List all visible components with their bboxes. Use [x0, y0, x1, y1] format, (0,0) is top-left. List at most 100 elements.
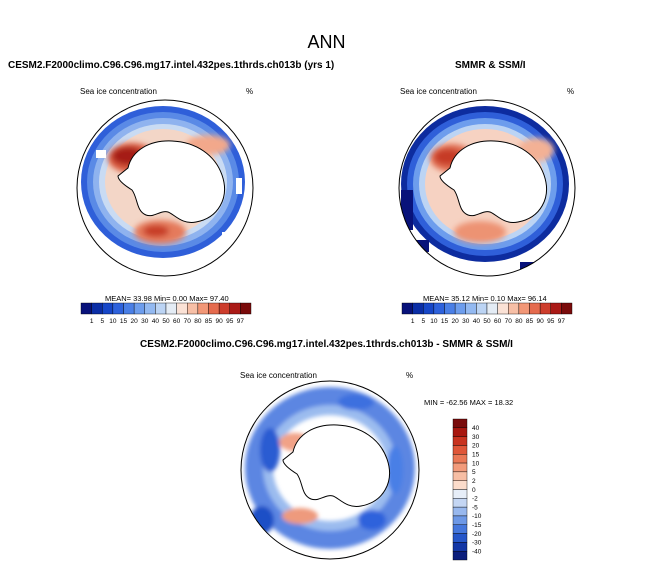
obs-colorbar-tick-label: 95	[547, 318, 555, 325]
difference-colorbar-tick-label: 5	[472, 469, 476, 476]
difference-colorbar-swatch	[452, 445, 468, 455]
obs-colorbar-tick-label: 70	[505, 318, 513, 325]
diff-stats: MIN = -62.56 MAX = 18.32	[424, 398, 514, 407]
model-colorbar-tick-label: 85	[205, 318, 213, 325]
model-colorbar-tick-label: 20	[131, 318, 139, 325]
difference-colorbar-tick-label: 15	[472, 452, 480, 459]
obs-map-boundary	[398, 99, 576, 277]
difference-panel-title: CESM2.F2000climo.C96.C96.mg17.intel.432p…	[140, 339, 513, 350]
obs-colorbar-tick-label: 10	[430, 318, 438, 325]
obs-colorbar-swatch	[529, 302, 541, 315]
obs-colorbar-swatch	[444, 302, 456, 315]
obs-colorbar-swatch	[401, 302, 413, 315]
difference-colorbar-tick-label: 40	[472, 425, 480, 432]
model-colorbar-swatch	[187, 302, 199, 315]
diff-variable-label: Sea ice concentration	[240, 371, 317, 380]
difference-colorbar-tick-label: -20	[472, 531, 482, 538]
obs-colorbar-tick-label: 60	[494, 318, 502, 325]
difference-colorbar-swatch	[452, 454, 468, 464]
difference-colorbar-swatch	[452, 462, 468, 473]
model-colorbar-swatch	[229, 302, 241, 315]
difference-colorbar-tick-label: -2	[472, 496, 478, 503]
model-colorbar-tick-label: 50	[162, 318, 170, 325]
model-units-label: %	[246, 87, 254, 96]
difference-colorbar-tick-label: 10	[472, 460, 480, 467]
figure-title: ANN	[307, 32, 346, 52]
obs-colorbar-tick-label: 40	[473, 318, 481, 325]
obs-colorbar-swatch	[561, 302, 573, 315]
obs-colorbar-swatch	[550, 302, 562, 315]
difference-colorbar-tick-label: -15	[472, 522, 482, 529]
obs-colorbar-swatch	[412, 302, 424, 315]
model-colorbar-swatch	[165, 302, 177, 315]
difference-colorbar-tick-label: -40	[472, 548, 482, 555]
model-colorbar-swatch	[197, 302, 209, 315]
model-colorbar-swatch	[112, 302, 124, 315]
obs-colorbar-swatch	[486, 302, 498, 315]
obs-colorbar-swatch	[423, 302, 435, 315]
model-colorbar-tick-label: 1	[90, 318, 94, 325]
difference-colorbar-swatch	[452, 515, 468, 525]
difference-colorbar-tick-label: 0	[472, 487, 476, 494]
obs-colorbar-swatch	[433, 302, 445, 315]
obs-colorbar-tick-label: 30	[462, 318, 470, 325]
model-colorbar: 1 5 10 15 20 30 40 50 60 70 80 85 90 95 97	[80, 302, 252, 325]
model-colorbar-tick-label: 70	[184, 318, 192, 325]
diff-units-label: %	[406, 371, 414, 380]
model-antarctica-landmass	[117, 140, 225, 224]
model-colorbar-tick-label: 90	[216, 318, 224, 325]
model-colorbar-tick-label: 10	[109, 318, 117, 325]
model-colorbar-tick-label: 60	[173, 318, 181, 325]
difference-colorbar-swatch	[452, 550, 468, 561]
difference-colorbar-tick-label: -5	[472, 504, 478, 511]
obs-colorbar-tick-label: 97	[558, 318, 566, 325]
difference-colorbar-swatch	[452, 542, 468, 552]
model-colorbar-tick-label: 30	[141, 318, 149, 325]
model-colorbar-swatch	[133, 302, 145, 315]
model-colorbar-swatch	[144, 302, 156, 315]
obs-units-label: %	[567, 87, 575, 96]
model-colorbar-tick-label: 95	[226, 318, 234, 325]
model-polar-map	[76, 99, 254, 277]
model-colorbar-swatch	[240, 302, 252, 315]
difference-colorbar-swatch	[452, 418, 468, 429]
difference-colorbar-swatch	[452, 480, 468, 490]
difference-colorbar-swatch	[452, 427, 468, 437]
obs-panel-title: SMMR & SSM/I	[455, 60, 526, 71]
model-panel-title: CESM2.F2000climo.C96.C96.mg17.intel.432p…	[8, 60, 335, 71]
model-colorbar-swatch	[123, 302, 135, 315]
model-colorbar-swatch	[102, 302, 114, 315]
obs-polar-map	[398, 99, 576, 277]
difference-field	[245, 387, 415, 549]
model-colorbar-swatch	[80, 302, 92, 315]
difference-colorbar-swatch	[452, 498, 468, 508]
obs-colorbar-swatch	[465, 302, 477, 315]
obs-colorbar-tick-label: 20	[452, 318, 460, 325]
obs-colorbar-swatch	[508, 302, 520, 315]
model-map-boundary	[76, 99, 254, 277]
obs-stats: MEAN= 35.12 Min= 0.10 Max= 96.14	[423, 294, 547, 303]
obs-colorbar: 1 5 10 15 20 30 40 50 60 70 80 85 90 95 97	[401, 302, 573, 325]
model-colorbar-tick-label: 97	[237, 318, 245, 325]
obs-colorbar-tick-label: 5	[421, 318, 425, 325]
model-colorbar-tick-label: 40	[152, 318, 160, 325]
difference-map-boundary	[240, 380, 420, 560]
difference-colorbar-swatch	[452, 471, 468, 481]
model-colorbar-tick-label: 5	[100, 318, 104, 325]
difference-colorbar-swatch	[452, 436, 468, 446]
obs-colorbar-tick-label: 80	[515, 318, 523, 325]
difference-colorbar-tick-label: 30	[472, 434, 480, 441]
difference-colorbar-tick-label: 20	[472, 443, 480, 450]
difference-colorbar-tick-label: -10	[472, 513, 482, 520]
model-colorbar-swatch	[218, 302, 230, 315]
obs-colorbar-tick-label: 50	[483, 318, 491, 325]
difference-colorbar-tick-label: 2	[472, 478, 476, 485]
obs-colorbar-swatch	[518, 302, 530, 315]
model-colorbar-swatch	[208, 302, 220, 315]
obs-colorbar-swatch	[476, 302, 488, 315]
model-variable-label: Sea ice concentration	[80, 87, 157, 96]
difference-colorbar-swatch	[452, 506, 468, 517]
